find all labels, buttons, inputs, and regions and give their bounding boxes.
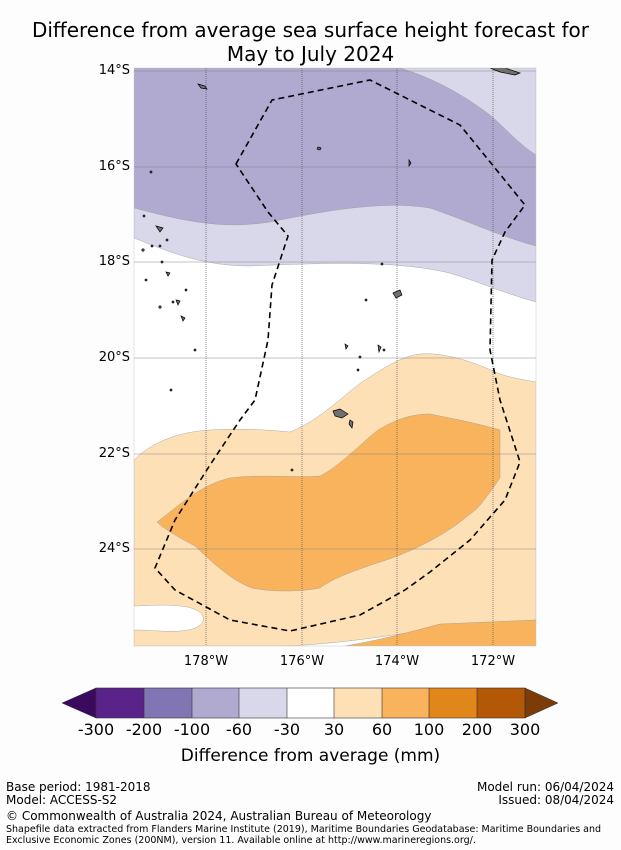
lat-label-24s: 24°S [98, 541, 130, 556]
model-run: Model run: 06/04/2024 [476, 780, 614, 794]
lat-label-16s: 16°S [98, 159, 130, 174]
colorbar-segment-8 [429, 688, 477, 718]
map-title-line-1: Difference from average sea surface heig… [31, 18, 590, 42]
colorbar-extension-low [61, 687, 97, 719]
colorbar-segment-3 [192, 688, 239, 718]
lat-label-18s: 18°S [98, 254, 130, 269]
island-niuafoou [316, 146, 322, 151]
colorbar-segment-2 [144, 688, 192, 718]
lon-label-174w: 174°W [374, 654, 420, 669]
colorbar-tick: 30 [323, 720, 345, 739]
base-period: Base period: 1981-2018 [6, 780, 151, 794]
colorbar-tick: -200 [125, 720, 163, 739]
issued-date: Issued: 08/04/2024 [498, 793, 614, 807]
colorbar [61, 687, 559, 719]
colorbar-tick: -30 [273, 720, 301, 739]
island-haapai-2 [377, 344, 382, 354]
lon-label-178w: 178°W [183, 654, 229, 669]
lat-label-22s: 22°S [98, 446, 130, 461]
meridians [205, 68, 494, 646]
lat-label-20s: 20°S [98, 350, 130, 365]
contour-minus-100-to-minus-60 [134, 68, 536, 247]
island-lau-2 [165, 271, 171, 277]
source-credit-line-2: Exclusive Economic Zones (200NM), versio… [6, 835, 476, 846]
model-name: Model: ACCESS-S2 [6, 793, 118, 807]
island-lau-1 [155, 225, 164, 233]
colorbar-tick: 200 [461, 720, 493, 739]
colorbar-tick: -100 [173, 720, 211, 739]
island-haapai [344, 343, 349, 350]
contour-60-to-100 [156, 413, 501, 592]
island-wallis [197, 83, 208, 90]
colorbar-segment-4 [239, 688, 287, 718]
eez-boundary [154, 79, 527, 632]
colorbar-segment-7 [382, 688, 429, 718]
copyright: © Commonwealth of Australia 2024, Austra… [6, 809, 432, 823]
island-samoa [489, 68, 522, 76]
colorbar-tick: -300 [77, 720, 115, 739]
island-lau-4 [180, 315, 186, 322]
colorbar-extension-high [524, 687, 559, 719]
lon-label-176w: 176°W [279, 654, 325, 669]
map-frame [133, 67, 537, 647]
colorbar-segment-9 [477, 688, 525, 718]
map-title-line-2: May to July 2024 [226, 42, 395, 66]
lon-label-172w: 172°W [470, 654, 516, 669]
colorbar-tick: -60 [225, 720, 253, 739]
island-lau-3 [175, 299, 181, 306]
colorbar-tick: 300 [509, 720, 541, 739]
colorbar-tick: 100 [413, 720, 445, 739]
land-islands [141, 68, 522, 472]
contour-60-to-100-east [344, 619, 536, 646]
colorbar-segment-5 [287, 688, 334, 718]
island-niuatoputapu [408, 158, 412, 168]
graticule [134, 70, 536, 550]
island-tongatapu [332, 408, 349, 419]
colorbar-label: Difference from average (mm) [180, 746, 441, 766]
colorbar-tick: 60 [371, 720, 393, 739]
colorbar-segment-1 [96, 688, 144, 718]
colorbar-segment-6 [334, 688, 382, 718]
island-vavau [392, 289, 403, 299]
island-eua [348, 419, 354, 429]
source-credit-line-1: Shapefile data extracted from Flanders M… [6, 824, 602, 835]
lat-label-14s: 14°S [98, 63, 130, 78]
